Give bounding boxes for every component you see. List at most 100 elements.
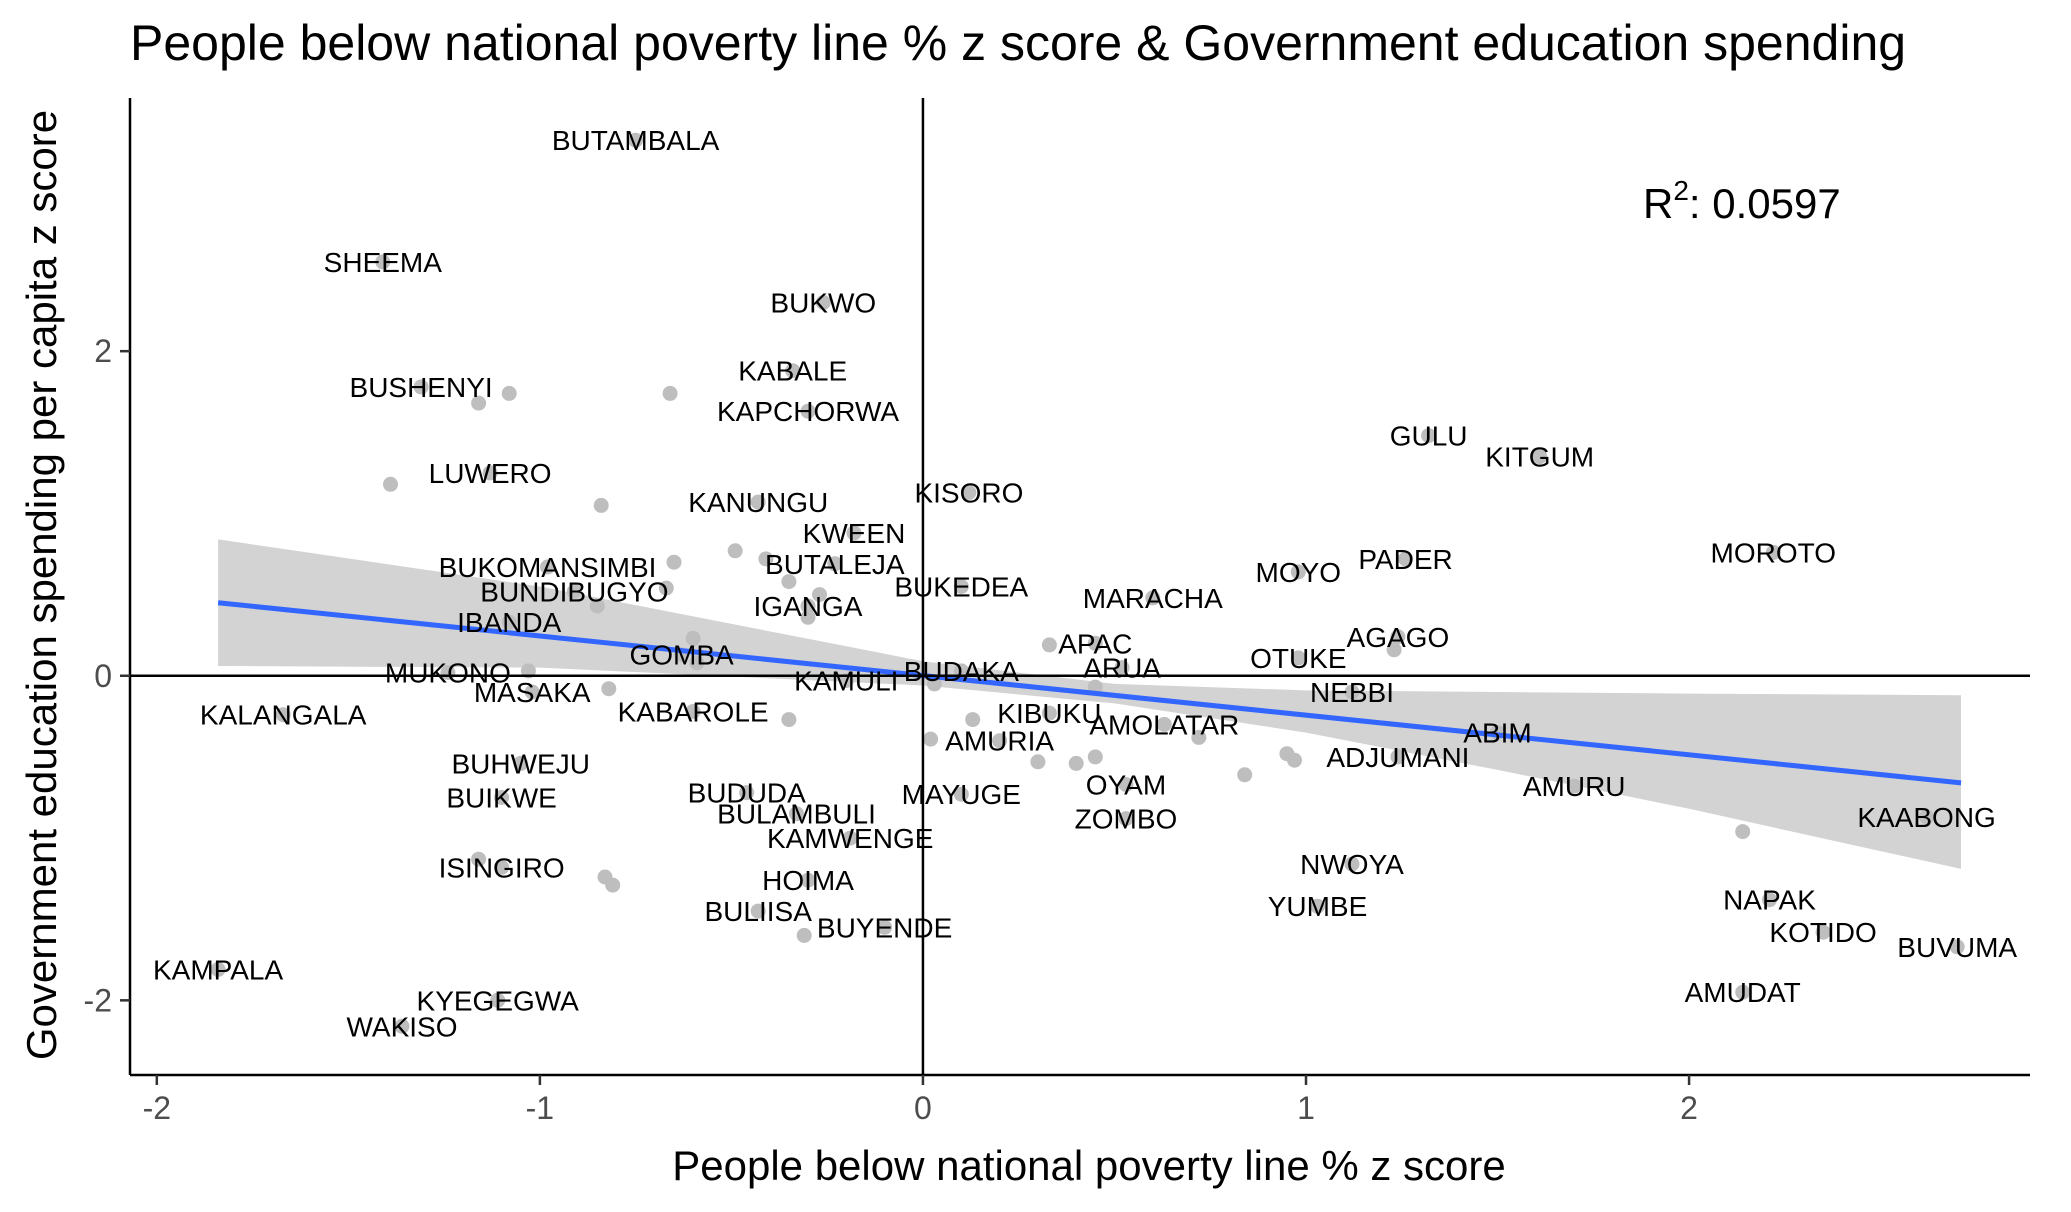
data-point [1765, 544, 1781, 560]
data-point [1386, 642, 1402, 658]
point-label: BUYENDE [817, 912, 952, 943]
data-point [796, 927, 812, 943]
point-label: KABAROLE [618, 697, 769, 728]
data-point [628, 132, 644, 148]
data-point [739, 785, 755, 801]
data-point [812, 587, 827, 603]
data-point [685, 704, 701, 719]
x-tick-label: 1 [1297, 1090, 1315, 1126]
data-point [1815, 924, 1831, 940]
point-label: PADER [1358, 544, 1452, 575]
data-point [750, 494, 766, 510]
data-point [383, 476, 398, 492]
data-point [471, 851, 487, 867]
data-point [815, 295, 831, 310]
data-point [501, 614, 517, 630]
r-squared-symbol: R [1643, 180, 1673, 227]
data-point [1919, 809, 1935, 825]
data-point [1087, 635, 1103, 651]
y-tick-label: -2 [84, 982, 112, 1018]
data-point [1118, 811, 1134, 827]
point-label: BUTALEJA [765, 549, 905, 580]
point-label: KISORO [914, 477, 1023, 508]
point-label: ABIM [1463, 718, 1531, 749]
point-label: BULIISA [705, 896, 813, 927]
point-label: ZOMBO [1075, 804, 1178, 835]
point-label: ADJUMANI [1326, 742, 1469, 773]
data-point [923, 731, 939, 747]
point-label: IBANDA [457, 607, 562, 638]
data-point [513, 755, 529, 771]
point-label: APAC [1058, 628, 1132, 659]
data-point [1390, 629, 1406, 645]
r-squared-superscript: 2 [1673, 175, 1689, 206]
point-label: AMUDAT [1685, 977, 1801, 1008]
data-point [494, 790, 510, 805]
data-point [210, 962, 226, 977]
point-label: MOROTO [1711, 537, 1836, 568]
data-point [1344, 684, 1360, 700]
point-label: KAABONG [1857, 802, 1995, 833]
y-tick-label: 0 [94, 658, 112, 694]
data-point [1390, 749, 1406, 765]
y-tick-label: 2 [94, 333, 112, 369]
data-point [1041, 637, 1057, 653]
point-label: BUVUMA [1897, 932, 2017, 963]
point-label: ARUA [1083, 653, 1161, 684]
point-label: BUKEDEA [894, 572, 1028, 603]
data-point [471, 395, 487, 411]
point-label: KOTIDO [1769, 917, 1876, 948]
point-label: BUKOMANSIMBI [439, 552, 657, 583]
point-label: KIBUKU [997, 698, 1101, 729]
data-point [666, 554, 682, 570]
data-point [800, 872, 816, 888]
data-point [689, 655, 705, 671]
data-point [846, 525, 862, 541]
point-label: KYEGEGWA [417, 985, 580, 1016]
point-label: AGAGO [1347, 622, 1450, 653]
point-label: BUHWEJU [451, 748, 589, 779]
point-label: HOIMA [762, 865, 854, 896]
point-label: KAMWENGE [767, 823, 933, 854]
data-point [540, 559, 555, 575]
data-point [789, 806, 804, 822]
data-point [1735, 824, 1751, 840]
data-point [727, 543, 743, 559]
r-squared-value: : 0.0597 [1689, 180, 1841, 227]
point-label: MARACHA [1083, 583, 1223, 614]
x-axis-title: People below national poverty line % z s… [672, 1142, 1505, 1189]
fit-line [217, 600, 1962, 786]
data-point [1068, 755, 1084, 771]
data-point [1156, 716, 1172, 732]
point-label: KWEEN [803, 518, 906, 549]
data-point [1087, 749, 1103, 765]
data-point [394, 1018, 410, 1034]
point-label: KALANGALA [200, 700, 367, 731]
data-point [961, 484, 977, 500]
data-point [658, 580, 674, 596]
data-point [589, 598, 605, 614]
point-label: MASAKA [474, 677, 591, 708]
data-point [605, 877, 621, 893]
point-label: MUKONO [385, 658, 511, 689]
data-point [785, 363, 801, 379]
data-point [1290, 650, 1306, 666]
point-label: BUDAKA [904, 656, 1019, 687]
data-point [1532, 449, 1548, 465]
data-point [926, 676, 942, 692]
point-label: NWOYA [1300, 849, 1404, 880]
data-point [1118, 777, 1134, 792]
point-label: GULU [1390, 421, 1468, 452]
data-point [800, 609, 816, 625]
point-label: BUNDIBUGYO [480, 576, 668, 607]
data-point [758, 551, 774, 567]
data-point [1030, 754, 1046, 770]
data-point [1290, 564, 1306, 580]
data-point [781, 574, 797, 590]
data-point [275, 707, 291, 723]
point-label: BUIKWE [446, 783, 556, 814]
point-label: AMOLATAR [1089, 709, 1239, 740]
data-point [992, 733, 1008, 749]
data-point [501, 385, 517, 401]
data-point [1566, 778, 1582, 794]
